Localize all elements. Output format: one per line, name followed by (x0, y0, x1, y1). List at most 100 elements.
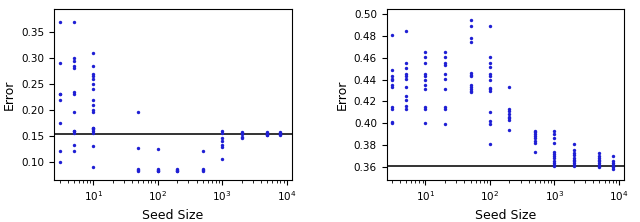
Point (420, 55, 431, 59)
Point (465, 85, 476, 89)
Point (68, 93, 79, 96)
Point (401, 104, 411, 107)
Point (133, 169, 143, 172)
Point (88, 77, 99, 81)
Point (569, 151, 579, 154)
Point (420, 105, 431, 109)
Point (440, 88, 450, 91)
Point (440, 123, 450, 126)
Point (607, 154, 618, 158)
Point (54, 160, 65, 163)
Point (530, 129, 540, 133)
Point (485, 119, 495, 123)
Point (68, 56, 79, 60)
Point (217, 145, 227, 149)
Point (262, 131, 273, 135)
Point (262, 130, 273, 134)
Point (88, 64, 99, 68)
Point (549, 152, 559, 155)
Point (401, 61, 411, 65)
Point (88, 144, 99, 148)
Point (440, 105, 450, 109)
Point (88, 74, 99, 78)
Point (401, 77, 411, 80)
Point (569, 162, 579, 165)
Point (68, 64, 79, 68)
Point (54, 61, 65, 65)
Point (549, 154, 559, 158)
Point (88, 51, 99, 55)
Point (549, 162, 559, 165)
Point (68, 20, 79, 24)
Point (569, 153, 579, 157)
Point (236, 131, 246, 135)
Point (420, 83, 431, 87)
Point (569, 163, 579, 166)
Y-axis label: Error: Error (3, 79, 16, 109)
Point (485, 75, 495, 78)
Point (420, 72, 431, 76)
Point (133, 168, 143, 171)
Point (549, 150, 559, 153)
Point (569, 142, 579, 146)
Point (262, 133, 273, 136)
Point (607, 162, 618, 165)
Point (440, 55, 450, 59)
Point (54, 20, 65, 24)
Point (275, 132, 285, 135)
Point (88, 127, 99, 131)
Point (401, 29, 411, 32)
Point (68, 129, 79, 132)
Point (549, 160, 559, 163)
Point (152, 169, 163, 172)
Point (198, 169, 208, 172)
Point (485, 65, 495, 68)
Point (133, 169, 143, 173)
Point (485, 55, 495, 59)
Point (440, 64, 450, 67)
Point (387, 107, 397, 111)
Point (401, 99, 411, 102)
Point (504, 113, 515, 116)
Point (607, 167, 618, 171)
Point (217, 157, 227, 161)
Point (530, 135, 540, 138)
Point (217, 137, 227, 140)
Point (68, 67, 79, 70)
Point (54, 150, 65, 153)
Point (569, 160, 579, 163)
Point (68, 59, 79, 62)
Point (595, 162, 605, 165)
Point (387, 77, 397, 80)
Point (465, 40, 476, 43)
Point (504, 85, 515, 89)
Point (465, 83, 476, 87)
Point (607, 164, 618, 167)
Point (387, 121, 397, 125)
Point (485, 88, 495, 91)
Point (88, 82, 99, 86)
Point (152, 169, 163, 173)
Point (172, 169, 182, 173)
Point (236, 130, 246, 134)
Point (504, 109, 515, 113)
Point (133, 111, 143, 114)
Point (504, 115, 515, 119)
Point (236, 133, 246, 136)
Point (595, 165, 605, 168)
Point (68, 143, 79, 146)
Point (595, 151, 605, 154)
Point (401, 94, 411, 98)
Point (152, 168, 163, 171)
Point (198, 168, 208, 171)
Point (88, 111, 99, 114)
Point (172, 168, 182, 171)
Point (595, 164, 605, 167)
Point (485, 123, 495, 126)
Point (88, 108, 99, 112)
Point (88, 165, 99, 169)
Point (530, 150, 540, 153)
Point (549, 163, 559, 166)
Point (387, 68, 397, 72)
Point (465, 75, 476, 78)
